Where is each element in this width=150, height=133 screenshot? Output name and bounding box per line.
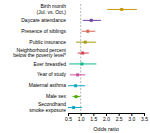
y-tick: Public insurance [29, 39, 68, 45]
y-tick-label: Ever breastfed [33, 61, 66, 67]
x-tick-label: 3.5 [141, 116, 148, 122]
odds-ratio-point [90, 19, 93, 22]
y-tick-label: Maternal asthma [29, 82, 66, 88]
x-tick: 1.5 [90, 113, 97, 122]
y-tick: Daycare attendance [21, 17, 68, 23]
y-tick: Maternal asthma [29, 82, 68, 88]
x-tick-label: 1.5 [90, 116, 97, 122]
odds-ratio-point [120, 8, 123, 11]
y-tick: Male sex [46, 93, 68, 99]
confidence-interval [70, 74, 85, 75]
confidence-interval [69, 63, 96, 64]
y-tick-label: Presence of siblings [21, 28, 66, 34]
odds-ratio-point [86, 30, 89, 33]
y-tick-label-line: Male sex [46, 93, 67, 99]
y-tick-label-line: below the poverty level* [13, 52, 66, 58]
odds-ratio-point [84, 41, 87, 44]
y-tick: Ever breastfed [33, 61, 68, 67]
y-axis: Birth month(Jul. vs. Oct.) Daycare attend… [13, 3, 68, 113]
confidence-interval [83, 20, 101, 21]
confidence-interval [78, 53, 89, 54]
x-tick: 0.5 [65, 113, 72, 122]
x-tick: 3.5 [141, 113, 148, 122]
odds-ratio-point [74, 84, 77, 87]
x-tick: 1.0 [78, 113, 85, 122]
confidence-interval [68, 107, 82, 108]
confidence-interval [107, 9, 137, 10]
y-tick: Presence of siblings [21, 28, 68, 34]
y-tick: Neighborhood percentbelow the poverty le… [13, 47, 68, 59]
x-tick: 3.0 [128, 113, 135, 122]
odds-ratio-point [75, 95, 78, 98]
y-tick-label: Neighborhood percentbelow the poverty le… [13, 47, 66, 59]
y-tick: Year of study [37, 71, 68, 77]
x-tick-label: 2.0 [103, 116, 110, 122]
confidence-interval [76, 42, 96, 43]
odds-ratio-point [72, 106, 75, 109]
y-tick-label: Male sex [46, 93, 67, 99]
x-tick-label: 3.0 [128, 116, 135, 122]
x-tick-label: 1.0 [78, 116, 85, 122]
y-tick-label-line: smoke exposure [29, 107, 66, 113]
odds-ratio-point [80, 62, 83, 65]
x-axis: 0.5 1.0 1.5 2.0 2.5 3.0 3.5 [65, 113, 148, 122]
y-tick-label: Birth month(Jul. vs. Oct.) [37, 3, 67, 15]
y-tick-label-line: Year of study [37, 71, 67, 77]
confidence-interval [73, 96, 81, 97]
null-line [80, 4, 81, 113]
x-tick: 2.0 [103, 113, 110, 122]
chart: 0.5 1.0 1.5 2.0 2.5 3.0 3.5 Odds ratio Birth mon… [0, 0, 150, 133]
odds-ratio-point [76, 73, 79, 76]
plot-area [68, 4, 137, 113]
y-tick: Secondhandsmoke exposure [29, 101, 68, 113]
y-tick-label-line: Public insurance [29, 39, 66, 45]
x-tick-label: 2.5 [116, 116, 123, 122]
y-tick: Birth month(Jul. vs. Oct.) [37, 3, 68, 15]
y-tick-label: Secondhandsmoke exposure [29, 101, 66, 113]
y-tick-label-line: Ever breastfed [33, 61, 66, 67]
y-tick-label-line: Maternal asthma [29, 82, 66, 88]
y-tick-label: Public insurance [29, 39, 66, 45]
y-tick-label: Daycare attendance [21, 17, 66, 23]
x-axis-title: Odds ratio [93, 126, 118, 132]
confidence-interval [82, 31, 96, 32]
y-tick-label-line: Presence of siblings [21, 28, 66, 34]
y-tick-label: Year of study [37, 71, 67, 77]
y-tick-label-line: (Jul. vs. Oct.) [37, 9, 67, 15]
x-tick-label: 0.5 [65, 116, 72, 122]
x-tick: 2.5 [116, 113, 123, 122]
y-tick-label-line: Daycare attendance [21, 17, 66, 23]
confidence-interval [68, 85, 85, 86]
odds-ratio-point [81, 52, 84, 55]
